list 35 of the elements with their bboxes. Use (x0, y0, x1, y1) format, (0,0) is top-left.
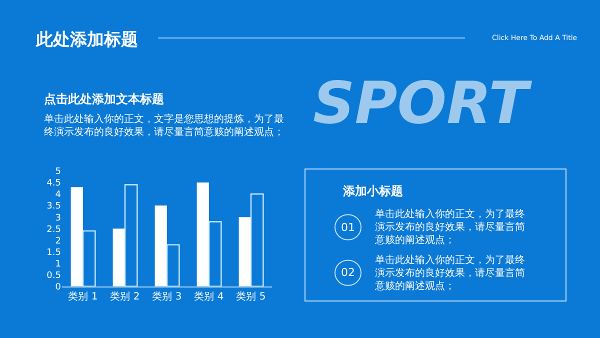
text: 单击此处输入你的正文，文字是您思想的提炼，为了最终演示发布的良好效果，请尽量言简意赅的阐述观点； (44, 113, 284, 138)
y-tick-label: 1.5 (46, 248, 61, 258)
y-tick-label: 2.5 (46, 224, 61, 235)
y-tick-label: 4 (55, 190, 62, 200)
y-tick-label: 4.5 (46, 178, 61, 189)
text: 单击此处输入你的正文，为了最终演示发布的良好效果，请尽量言简意赅的阐述观点； (374, 208, 525, 246)
bar (238, 217, 251, 286)
bar (124, 184, 138, 286)
bar (70, 187, 83, 286)
text: 02 (341, 266, 355, 279)
text: 01 (341, 221, 355, 234)
x-tick-label: 类别 2 (110, 290, 140, 302)
x-tick-label: 类别 3 (152, 290, 182, 302)
x-tick-label: 类别 1 (68, 290, 98, 302)
y-tick-label: 3.5 (46, 202, 61, 212)
x-tick-label: 类别 4 (194, 290, 224, 302)
chart-subtitle: 点击此处添加文本标题 (44, 92, 164, 106)
bar (250, 193, 264, 286)
chart-title: 此处添加标题 (35, 30, 138, 50)
y-tick-label: 1 (55, 259, 61, 270)
bar (208, 221, 222, 286)
y-tick-label: 5 (55, 167, 61, 178)
bar (154, 206, 167, 286)
bar (196, 182, 209, 286)
bar (82, 230, 96, 286)
y-tick-label: 0.5 (46, 270, 61, 281)
y-tick-label: 0 (55, 282, 62, 293)
bar (112, 228, 125, 286)
x-tick-label: 类别 5 (236, 290, 266, 302)
text: 添加小标题 (342, 184, 403, 198)
text: 单击此处输入你的正文，为了最终演示发布的良好效果，请尽量言简意赅的阐述观点； (374, 254, 525, 292)
y-tick-label: 2 (55, 236, 61, 246)
y-tick-label: 3 (55, 213, 61, 224)
text: SPORT (313, 69, 533, 137)
bar (166, 244, 180, 286)
